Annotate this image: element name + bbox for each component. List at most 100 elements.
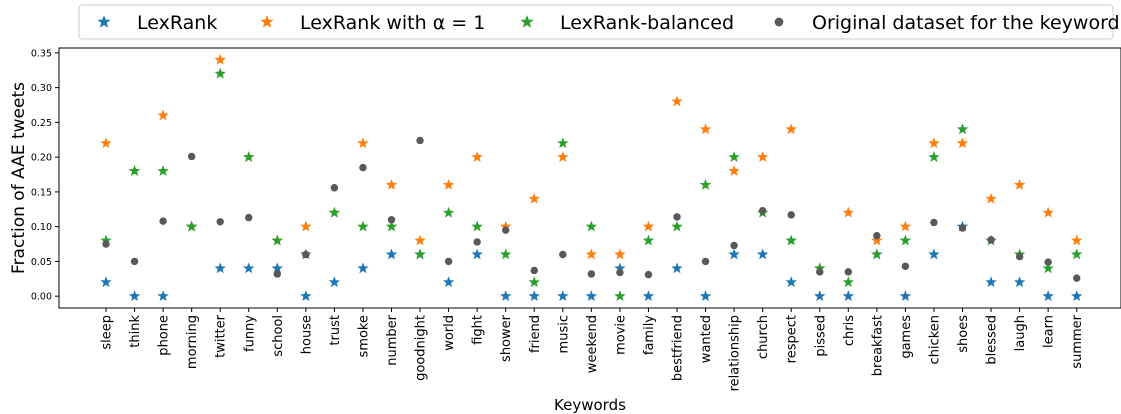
data-point: [557, 151, 569, 162]
y-tick-label: 0.00: [31, 292, 52, 303]
data-point: [642, 220, 655, 232]
data-point: [471, 151, 483, 162]
data-point: [416, 136, 424, 145]
data-point: [701, 257, 710, 266]
series-0-points: [100, 220, 1083, 302]
data-point: [785, 123, 797, 135]
x-tick-label: shoes: [956, 315, 971, 353]
data-point: [499, 220, 512, 232]
data-point: [814, 262, 826, 274]
data-point: [385, 248, 398, 260]
data-point: [243, 262, 255, 274]
data-point: [842, 206, 855, 218]
y-tick-label: 0.30: [31, 83, 52, 94]
data-point: [245, 213, 253, 222]
data-point: [444, 257, 453, 266]
data-point: [157, 109, 169, 121]
data-point: [185, 220, 198, 232]
data-point: [730, 241, 738, 250]
data-point: [1072, 274, 1081, 282]
data-point: [956, 123, 969, 135]
data-point: [157, 290, 169, 302]
x-tick-label: family: [642, 315, 657, 355]
data-point: [756, 248, 769, 260]
data-point: [357, 220, 369, 232]
data-point: [699, 178, 712, 190]
y-tick-label: 0.35: [31, 48, 52, 59]
plot-frame: [58, 47, 1121, 309]
data-point: [642, 290, 655, 302]
y-ticks: 0.00 0.05 0.10 0.15 0.20 0.25 0.30 0.35: [31, 48, 59, 303]
data-point: [271, 262, 284, 274]
data-point: [528, 276, 540, 288]
data-point: [328, 206, 341, 218]
data-point: [873, 231, 881, 240]
data-point: [899, 290, 912, 302]
legend-marker: [774, 17, 784, 27]
data-point: [1044, 258, 1052, 266]
data-point: [128, 165, 141, 176]
x-tick-label: morning: [185, 315, 200, 369]
series-1-points: [100, 53, 1083, 274]
legend: LexRank LexRank with α = 1 LexRank-balance…: [78, 4, 1120, 40]
data-point: [214, 67, 226, 79]
x-tick-label: shower: [499, 314, 514, 362]
data-point: [557, 290, 569, 302]
data-point: [901, 262, 910, 271]
series-points: [100, 53, 1083, 302]
data-point: [559, 250, 567, 259]
x-tick-label: music: [556, 315, 571, 353]
data-point: [100, 276, 112, 288]
x-tick-label: think: [128, 315, 143, 348]
data-point: [785, 276, 797, 288]
x-tick-label: funny: [242, 315, 257, 352]
data-point: [728, 248, 740, 260]
data-point: [357, 137, 369, 149]
x-tick-label: respect: [785, 315, 800, 363]
data-point: [1015, 252, 1024, 261]
data-point: [816, 268, 824, 276]
y-tick-label: 0.05: [31, 257, 52, 268]
data-point: [985, 276, 997, 288]
data-point: [928, 151, 940, 162]
data-point: [1042, 290, 1054, 302]
data-point: [928, 137, 940, 149]
data-point: [758, 206, 767, 215]
data-point: [728, 165, 740, 176]
x-tick-label: phone: [157, 315, 172, 356]
data-point: [616, 268, 624, 277]
legend-entries: LexRank LexRank with α = 1 LexRank-balance…: [97, 12, 1120, 34]
x-tick-label: house: [299, 315, 314, 354]
y-tick-label: 0.20: [31, 153, 52, 164]
data-point: [871, 234, 883, 246]
x-tick-label: weekend: [585, 315, 600, 373]
data-point: [785, 234, 797, 246]
x-tick-label: chris: [842, 315, 857, 346]
data-point: [1070, 290, 1083, 302]
legend-label: LexRank-balanced: [560, 12, 734, 34]
data-point: [699, 123, 712, 135]
data-point: [328, 276, 341, 288]
data-point: [642, 234, 655, 246]
x-tick-label: bestfriend: [671, 315, 686, 381]
x-tick-label: chicken: [927, 315, 942, 364]
data-point: [928, 248, 940, 260]
data-point: [844, 268, 853, 276]
data-point: [357, 262, 369, 274]
data-point: [1013, 276, 1026, 288]
data-point: [528, 290, 540, 302]
data-point: [271, 234, 284, 246]
data-point: [958, 224, 967, 232]
data-point: [899, 234, 912, 246]
data-point: [842, 290, 855, 302]
data-point: [899, 220, 912, 232]
data-point: [587, 270, 596, 278]
x-tick-label: summer: [1070, 314, 1085, 368]
data-point: [585, 290, 598, 302]
data-point: [614, 290, 626, 302]
x-tick-label: breakfast: [870, 315, 885, 376]
data-point: [385, 178, 398, 190]
x-tick-label: relationship: [728, 315, 743, 391]
x-tick-label: pissed: [813, 315, 828, 357]
